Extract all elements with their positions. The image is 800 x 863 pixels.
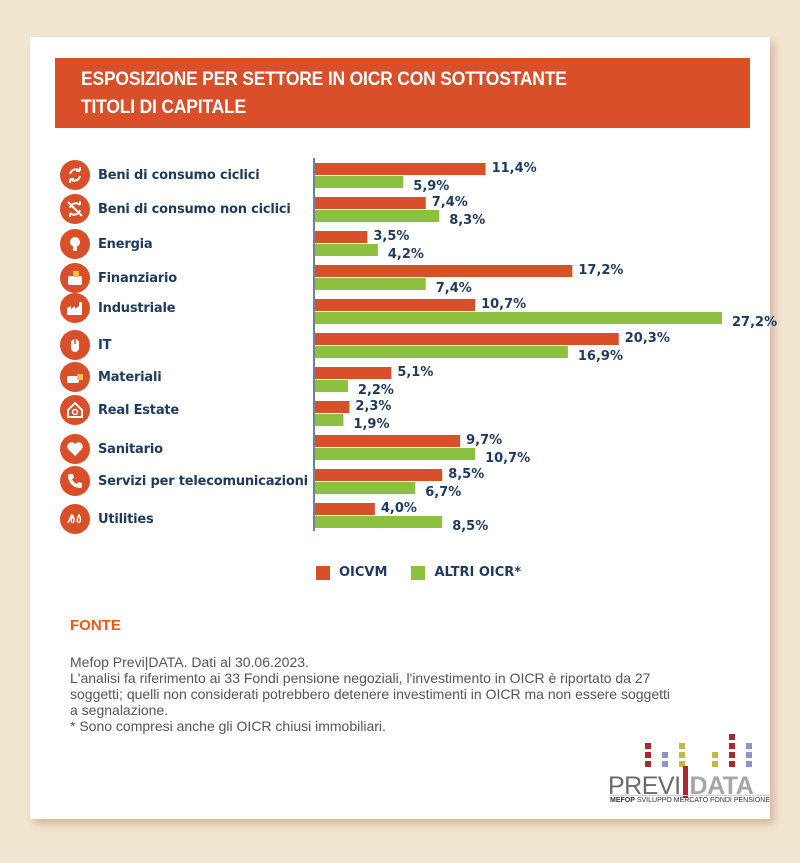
logo-square [645,752,651,758]
category-label: IT [98,337,112,353]
logo-data: DATA [689,772,754,800]
logo-square [662,752,668,758]
logo-square [746,761,752,767]
category-row: Industriale [60,293,176,323]
category-label: Finanziario [98,270,178,286]
category-row: Sanitario [60,434,163,464]
category-label: Sanitario [98,441,163,457]
wallet-icon [60,263,90,293]
category-row: Materiali [60,362,162,392]
house-search-icon [60,395,90,425]
utilities-icon [60,504,90,534]
title-banner: ESPOSIZIONE PER SETTORE IN OICR CON SOTT… [55,58,750,128]
logo-bars-icon [645,734,752,767]
source-line: a segnalazione. [70,702,169,718]
chart-title: ESPOSIZIONE PER SETTORE IN OICR CON SOTT… [81,66,670,122]
source-notes: Mefop Previ|DATA. Dati al 30.06.2023. L'… [70,654,710,734]
logo-square [679,752,685,758]
logo-wordmark: PREVI DATA [608,766,754,800]
legend-label-altri-oicr: ALTRI OICR* [434,565,522,580]
source-line: L'analisi fa riferimento ai 33 Fondi pen… [70,670,651,686]
logo-square [746,743,752,749]
logo-tagline: MEFOP SVILUPPO MERCATO FONDI PENSIONE [610,795,770,804]
factory-icon [60,293,90,323]
source-line: Mefop Previ|DATA. Dati al 30.06.2023. [70,654,309,670]
light-bulb-icon [60,229,90,259]
cycle-arrows-icon [60,160,90,190]
previdata-logo: PREVI DATA MEFOP SVILUPPO MERCATO FONDI P… [608,728,770,808]
computer-mouse-icon [60,330,90,360]
phone-icon [60,466,90,496]
source-line: * Sono compresi anche gli OICR chiusi im… [70,718,386,734]
category-row: Finanziario [60,263,177,293]
logo-square [729,734,735,740]
category-row: Real Estate [60,395,179,425]
category-label: Beni di consumo non ciclici [98,201,291,217]
legend-swatch-altri-oicr [411,565,426,580]
category-label: Energia [98,236,153,252]
legend-item-altri-oicr: ALTRI OICR* [411,565,521,580]
heart-icon [60,434,90,464]
logo-square [729,743,735,749]
logo-tagline-text: SVILUPPO MERCATO FONDI PENSIONE [634,797,770,804]
logo-square [645,743,651,749]
logo-square [712,752,718,758]
legend-label-oicvm: OICVM [339,565,388,580]
category-label: Real Estate [98,402,180,418]
logo-square [746,752,752,758]
legend-swatch-oicvm [316,565,330,580]
category-row: Utilities [60,504,154,534]
category-label: Beni di consumo ciclici [98,167,260,183]
source-heading: FONTE [70,617,121,634]
logo-square [729,752,735,758]
category-row: IT [60,330,112,360]
logo-previ: PREVI [608,772,681,800]
logo-square [662,761,668,767]
crossed-cycle-arrows-icon [60,194,90,224]
logo-square [679,761,685,767]
category-label: Servizi per telecomunicazioni [98,473,308,489]
category-row: Servizi per telecomunicazioni [60,466,308,496]
category-row: Beni di consumo non ciclici [60,194,291,224]
logo-square [679,743,685,749]
category-label: Utilities [98,511,154,527]
category-label: Industriale [98,300,176,316]
chart-legend: OICVM ALTRI OICR* [316,565,545,580]
category-row: Beni di consumo ciclici [60,160,260,190]
title-line-2: TITOLI DI CAPITALE [81,97,247,118]
logo-square [645,761,651,767]
legend-item-oicvm: OICVM [316,565,387,580]
logo-divider [682,766,688,798]
category-row: Energia [60,229,153,259]
materials-icon [60,362,90,392]
logo-tagline-bold: MEFOP [610,797,635,804]
title-line-1: ESPOSIZIONE PER SETTORE IN OICR CON SOTT… [81,69,567,90]
logo-square [712,761,718,767]
source-line: soggetti; quelli non considerati potrebb… [70,686,671,702]
category-label: Materiali [98,369,162,385]
logo-square [729,761,735,767]
